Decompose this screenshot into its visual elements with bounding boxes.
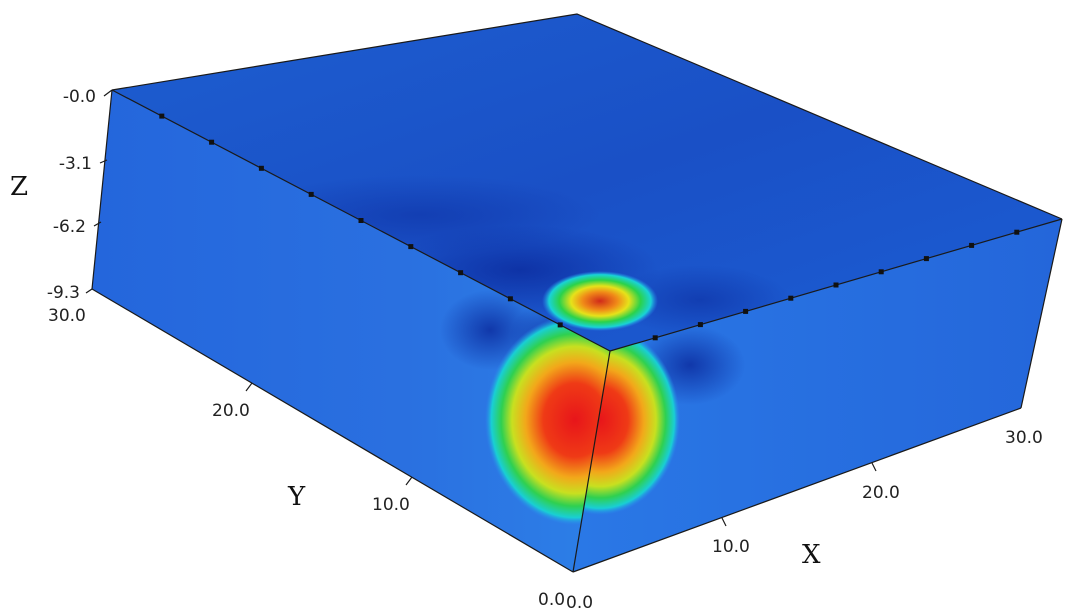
electrode-marker <box>308 191 314 197</box>
electrode-marker <box>788 295 794 301</box>
right-face-anomalies <box>573 325 745 515</box>
electrode-marker <box>923 256 929 262</box>
top-back-edges <box>111 13 1063 220</box>
x-tick-label: 10.0 <box>712 537 750 557</box>
electrode-marker <box>557 322 563 328</box>
top-face <box>112 14 1062 351</box>
front-vertical-edge <box>572 350 611 573</box>
z-tick-mark <box>85 288 93 294</box>
electrode-marker <box>507 296 513 302</box>
z-axis-title: Z <box>10 172 28 202</box>
electrode-marker <box>697 322 703 328</box>
x-tick-mark <box>721 517 727 527</box>
z-tick-mark <box>93 221 102 227</box>
electrode-markers-left <box>159 113 563 328</box>
z-tick-label: -3.1 <box>59 154 92 174</box>
top-anomaly <box>542 271 658 331</box>
z-tick-label: -9.3 <box>47 283 80 303</box>
right-face <box>573 219 1062 572</box>
y-tick-mark <box>405 476 413 486</box>
electrode-marker <box>743 308 749 314</box>
electrode-marker <box>159 113 165 119</box>
electrode-marker <box>258 165 264 171</box>
y-tick-label: 0.0 <box>538 590 565 610</box>
big-anomaly-right <box>573 325 680 515</box>
y-axis-line <box>91 288 574 573</box>
electrode-marker <box>358 218 364 223</box>
electrode-marker <box>969 242 975 248</box>
y-tick-mark <box>245 382 253 392</box>
x-tick-label: 0.0 <box>566 593 593 613</box>
z-tick-mark <box>99 159 108 164</box>
electrode-markers-right <box>652 229 1020 341</box>
electrode-marker <box>458 270 464 276</box>
x-tick-label: 30.0 <box>1005 428 1043 448</box>
electrode-marker <box>878 269 884 275</box>
x-axis-title: X <box>802 540 821 570</box>
x-tick-label: 20.0 <box>862 483 900 503</box>
left-face <box>92 90 610 572</box>
z-tick-label: -0.0 <box>63 87 96 107</box>
electrode-marker <box>1014 229 1020 235</box>
y-tick-label: 30.0 <box>48 306 86 326</box>
x-tick-mark <box>871 462 877 472</box>
left-face-anomalies <box>440 290 610 525</box>
z-tick-mark <box>103 89 113 97</box>
electrode-marker <box>652 335 658 341</box>
y-axis-title: Y <box>287 482 306 512</box>
electrode-marker <box>209 139 215 145</box>
electrode-marker <box>408 244 414 250</box>
x-axis-line <box>572 407 1022 573</box>
y-tick-label: 20.0 <box>212 401 250 421</box>
z-tick-label: -6.2 <box>53 217 86 237</box>
big-anomaly-left <box>485 315 610 525</box>
electrode-marker <box>833 282 839 288</box>
right-vertical-edge <box>1020 218 1063 409</box>
left-vertical-edge <box>91 89 113 290</box>
y-tick-label: 10.0 <box>372 495 410 515</box>
